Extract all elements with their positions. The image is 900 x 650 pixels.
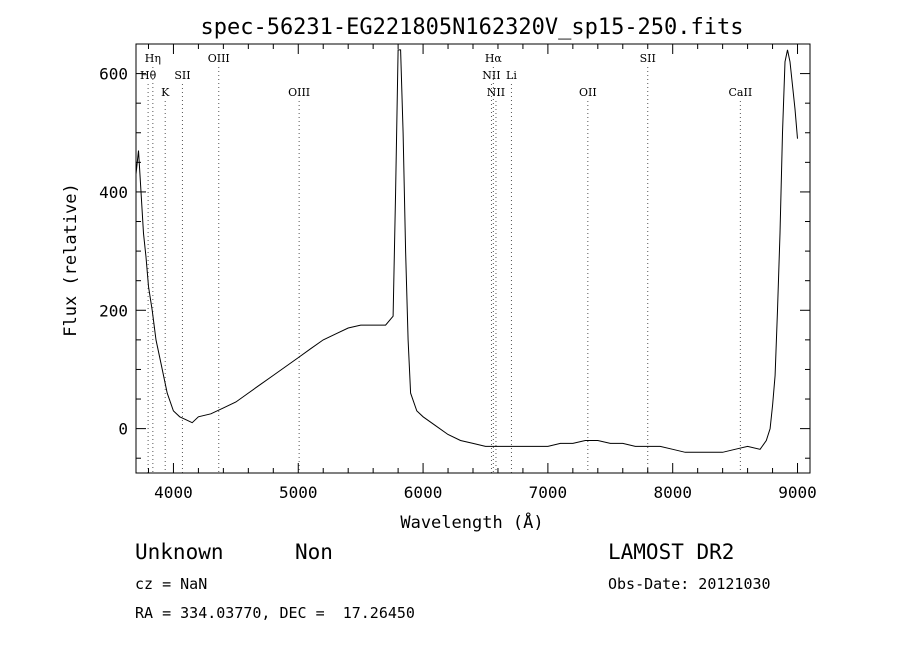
spectral-line-label: K: [161, 86, 170, 99]
y-tick-label: 600: [99, 65, 128, 84]
spectral-line-label: SII: [174, 69, 190, 82]
spectral-line-label: Hα: [485, 52, 503, 65]
plot-frame: [135, 43, 811, 474]
spectral-line-label: Li: [506, 69, 517, 82]
spectral-line-label: SII: [640, 52, 656, 65]
x-tick-label: 5000: [279, 483, 318, 502]
spectral-line-label: NII: [482, 69, 500, 82]
coordinates-label: RA = 334.03770, DEC = 17.26450: [135, 604, 415, 622]
spectral-line-label: CaII: [729, 86, 753, 99]
class-label: Unknown: [135, 540, 224, 564]
x-tick-label: 9000: [778, 483, 817, 502]
survey-label: LAMOST DR2: [608, 540, 735, 564]
y-tick-label: 200: [99, 301, 128, 320]
spectral-line-label: OII: [579, 86, 597, 99]
redshift-label: cz = NaN: [135, 575, 208, 593]
spectral-line-label: NII: [487, 86, 505, 99]
x-tick-label: 8000: [653, 483, 692, 502]
x-tick-label: 6000: [404, 483, 443, 502]
spectral-line-label: Hθ: [140, 69, 157, 82]
obs-date-label: Obs-Date: 20121030: [608, 575, 771, 593]
x-axis-label: Wavelength (Å): [400, 511, 543, 533]
x-tick-label: 7000: [529, 483, 568, 502]
spectrum-line: [135, 49, 798, 453]
x-tick-label: 4000: [154, 483, 193, 502]
chart-title: spec-56231-EG221805N162320V_sp15-250.fit…: [200, 15, 743, 40]
spectral-line-label: OIII: [288, 86, 310, 99]
y-tick-label: 0: [118, 420, 128, 439]
subclass-label: Non: [295, 540, 333, 564]
spectral-line-label: Hη: [145, 52, 161, 65]
spectral-line-label: OIII: [208, 52, 230, 65]
y-tick-label: 400: [99, 183, 128, 202]
y-axis-label: Flux (relative): [61, 183, 81, 337]
